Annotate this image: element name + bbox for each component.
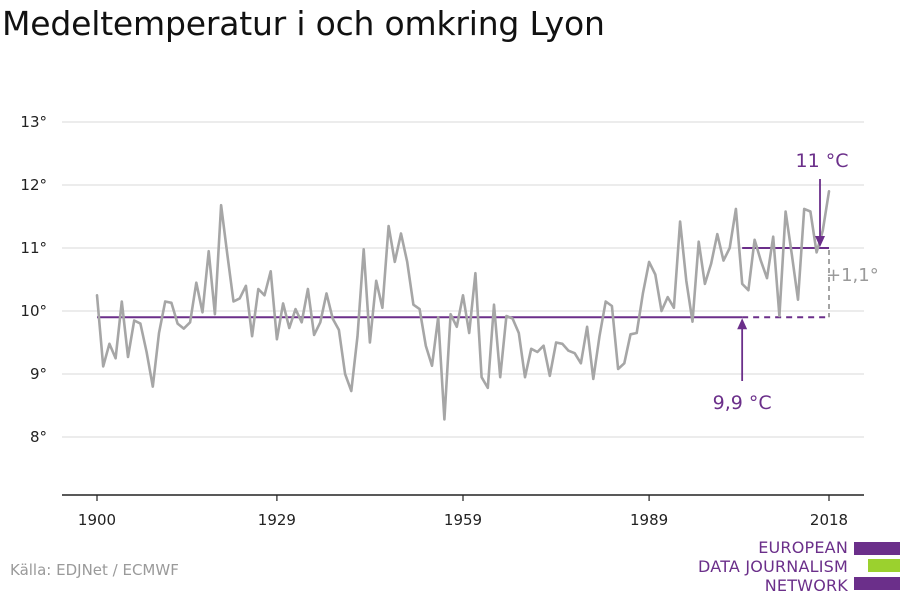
arrow-9-9c-head bbox=[737, 318, 748, 330]
label-9-9c: 9,9 °C bbox=[713, 392, 772, 414]
x-tick-label: 2018 bbox=[810, 511, 848, 529]
y-tick-label: 12° bbox=[20, 176, 47, 194]
temperature-series bbox=[95, 190, 831, 421]
x-tick-label: 1989 bbox=[630, 511, 668, 529]
logo-bar-green bbox=[868, 559, 900, 572]
arrow-11c-head bbox=[815, 236, 825, 247]
chart-title: Medeltemperatur i och omkring Lyon bbox=[2, 4, 605, 43]
x-tick-label: 1959 bbox=[444, 511, 482, 529]
y-tick-label: 11° bbox=[20, 239, 47, 257]
grid-lines bbox=[62, 121, 864, 438]
source-credit: Källa: EDJNet / ECMWF bbox=[10, 561, 179, 579]
y-axis-tick-labels: 8° 9° 10° 11° 12° 13° bbox=[20, 113, 47, 446]
y-tick-label: 9° bbox=[30, 365, 47, 383]
y-tick-label: 10° bbox=[20, 302, 47, 320]
edjnet-logo: EUROPEAN DATA JOURNALISM NETWORK bbox=[698, 538, 900, 598]
x-axis bbox=[62, 494, 864, 501]
x-tick-label: 1900 bbox=[78, 511, 116, 529]
y-tick-label: 8° bbox=[30, 428, 47, 446]
x-tick-label: 1929 bbox=[258, 511, 296, 529]
logo-bar-purple-bottom bbox=[854, 577, 900, 590]
label-11c: 11 °C bbox=[796, 150, 849, 172]
logo-line-2: DATA JOURNALISM bbox=[698, 557, 848, 576]
label-difference: +1,1° bbox=[826, 265, 879, 286]
y-tick-label: 13° bbox=[20, 113, 47, 131]
temperature-line bbox=[95, 190, 831, 421]
logo-bar-purple-top bbox=[854, 542, 900, 555]
logo-line-1: EUROPEAN bbox=[758, 538, 848, 557]
annotations: 11 °C 9,9 °C +1,1° bbox=[713, 150, 879, 414]
x-axis-tick-labels: 1900 1929 1959 1989 2018 bbox=[78, 511, 848, 529]
logo-line-3: NETWORK bbox=[764, 576, 848, 595]
